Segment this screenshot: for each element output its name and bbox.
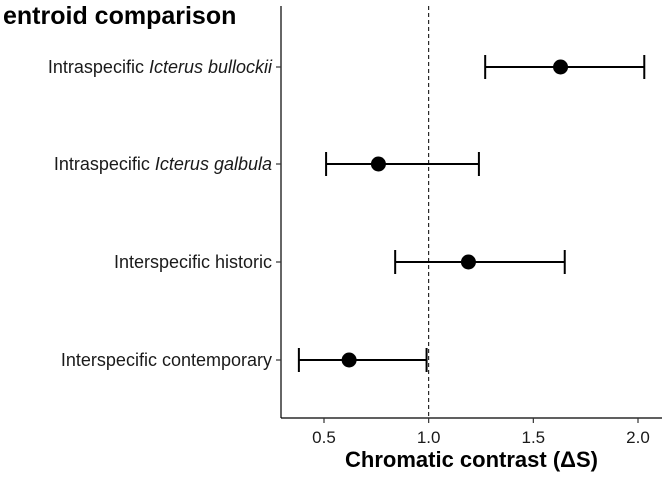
mean-point [460, 254, 476, 270]
y-tick-label-species: Icterus bullockii [148, 57, 272, 77]
y-tick-label-species: Icterus galbula [154, 154, 272, 174]
mean-point [370, 156, 386, 172]
y-tick-label: Interspecific historic [114, 252, 272, 272]
y-tick-label: Intraspecific Icterus bullockii [48, 57, 272, 77]
x-tick-label: 2.0 [626, 428, 650, 447]
x-tick-label: 1.0 [417, 428, 441, 447]
y-tick-label-text: Interspecific contemporary [60, 350, 272, 370]
y-tick-label-text: Intraspecific [53, 154, 155, 174]
y-tick-label-text: Intraspecific [47, 57, 149, 77]
y-tick-label: Intraspecific Icterus galbula [54, 154, 272, 174]
x-tick-label: 0.5 [312, 428, 336, 447]
y-tick-label-text: Interspecific historic [113, 252, 272, 272]
mean-point [553, 59, 569, 75]
chart-title: entroid comparison [3, 2, 237, 30]
mean-point [341, 352, 357, 368]
x-tick-label: 1.5 [522, 428, 546, 447]
x-axis-label: Chromatic contrast (ΔS) [345, 447, 598, 472]
y-tick-label: Interspecific contemporary [61, 350, 272, 370]
